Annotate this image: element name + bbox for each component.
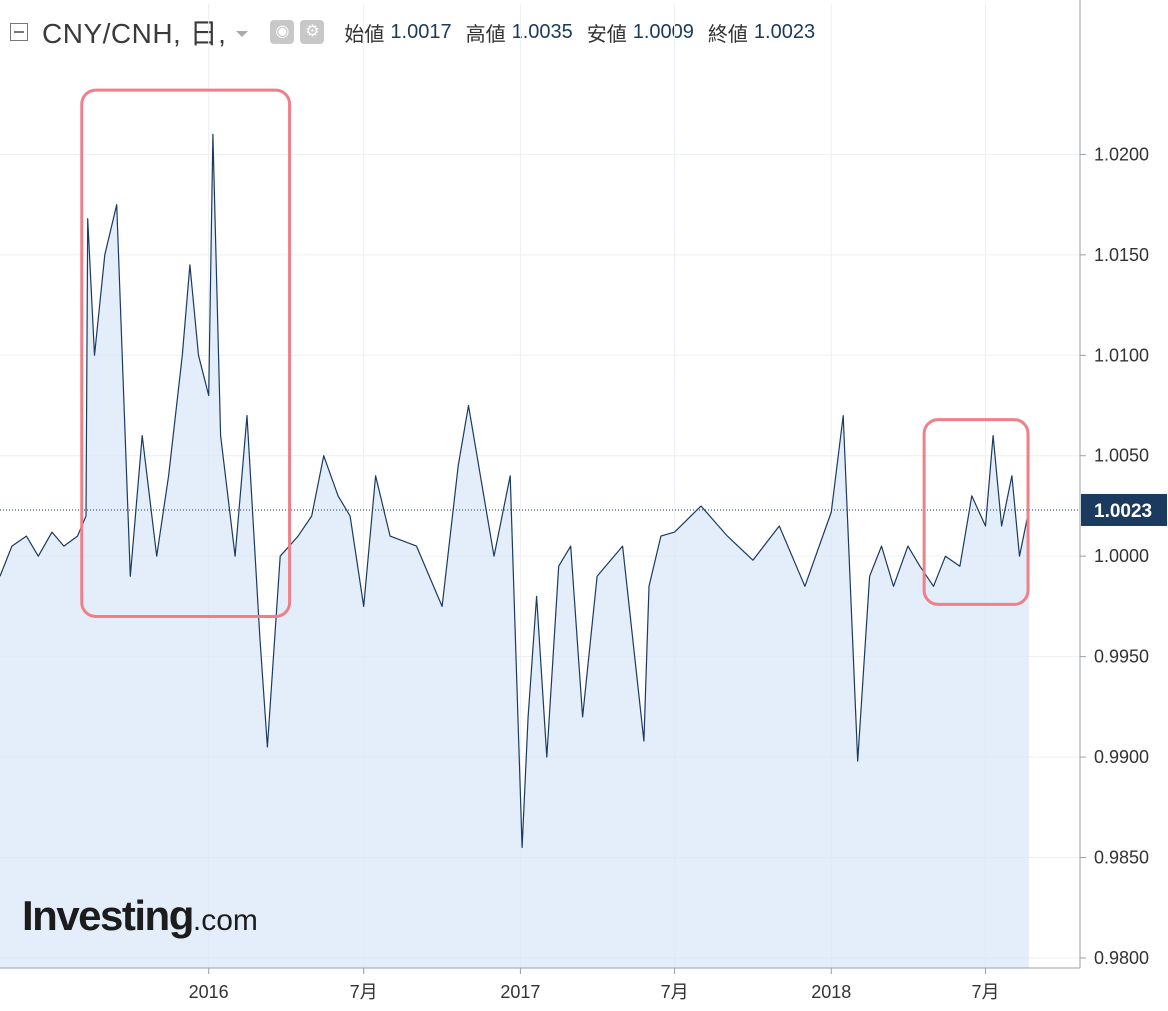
- y-tick-label: 1.0000: [1094, 546, 1149, 566]
- low-value: 1.0009: [632, 20, 694, 43]
- y-tick-label: 1.0150: [1094, 245, 1149, 265]
- collapse-icon[interactable]: [10, 23, 28, 41]
- high-label: 高値: [465, 23, 506, 46]
- high-value: 1.0035: [511, 20, 573, 43]
- investing-logo: Investing.com: [22, 892, 258, 940]
- last-price-badge: [1081, 493, 1167, 526]
- logo-suffix: .com: [192, 904, 258, 937]
- chevron-down-icon[interactable]: [236, 31, 249, 37]
- x-tick-label: 2016: [189, 982, 229, 1002]
- x-tick-label: 7月: [661, 982, 689, 1002]
- ohlc-readout: 始値 1.0017 高値 1.0035 安値 1.0009 終値 1.0023: [344, 18, 829, 47]
- x-tick-label: 7月: [971, 982, 999, 1002]
- x-tick-label: 2017: [500, 982, 540, 1002]
- y-tick-label: 0.9800: [1094, 948, 1149, 968]
- gear-icon[interactable]: ⚙: [300, 20, 325, 44]
- y-tick-label: 1.0050: [1094, 446, 1149, 466]
- y-tick-label: 0.9900: [1094, 747, 1149, 767]
- y-tick-label: 0.9850: [1094, 848, 1149, 868]
- highlight-box: [922, 418, 1030, 606]
- chart-header: CNY/CNH, 日, ◉ ⚙ 始値 1.0017 高値 1.0035 安値 1…: [0, 0, 1080, 64]
- highlight-box: [80, 88, 292, 618]
- close-value: 1.0023: [753, 20, 816, 43]
- close-label: 終値: [707, 23, 748, 46]
- series-line: [0, 133, 1030, 849]
- y-tick-label: 1.0200: [1094, 144, 1149, 164]
- y-tick-label: 0.9950: [1094, 647, 1149, 667]
- open-label: 始値: [344, 23, 385, 46]
- logo-main: Investing: [22, 892, 194, 939]
- x-tick-label: 2018: [811, 982, 851, 1002]
- series-area: [0, 134, 1029, 969]
- eye-icon[interactable]: ◉: [270, 20, 295, 44]
- x-tick-label: 7月: [350, 982, 378, 1002]
- last-price-label: 1.0023: [1094, 501, 1152, 522]
- y-tick-label: 1.0100: [1094, 345, 1149, 365]
- symbol-label[interactable]: CNY/CNH, 日,: [42, 18, 227, 49]
- open-value: 1.0017: [390, 20, 452, 43]
- low-label: 安値: [586, 23, 627, 46]
